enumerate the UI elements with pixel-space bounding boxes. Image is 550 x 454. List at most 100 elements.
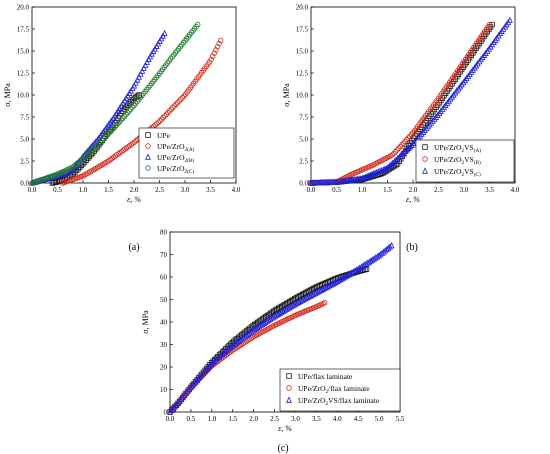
data-point <box>401 148 407 156</box>
y-tick-label: 15.0 <box>17 48 30 56</box>
data-point <box>181 391 188 399</box>
data-point <box>171 403 178 410</box>
series-3 <box>29 21 201 186</box>
data-point <box>175 399 181 407</box>
legend-marker <box>286 373 292 379</box>
x-tick-label: 3.5 <box>312 415 321 423</box>
x-tick-label: 4.0 <box>511 186 520 194</box>
data-point <box>205 363 212 371</box>
legend-marker <box>422 156 428 162</box>
data-point <box>120 115 126 121</box>
data-point <box>144 58 150 65</box>
data-point <box>91 145 97 152</box>
data-point <box>388 160 395 168</box>
x-tick-label: 0.5 <box>53 186 62 194</box>
y-tick-label: 60 <box>160 274 168 282</box>
data-point <box>285 299 291 306</box>
y-tick-label: 10 <box>160 386 168 394</box>
data-point <box>157 118 163 124</box>
x-tick-label: 1.0 <box>207 415 216 423</box>
data-point <box>214 44 221 50</box>
data-point <box>407 142 414 150</box>
chart-panel-c: 0.0 0.5 1.0 1.5 2.0 2.5 3.0 3.5 4.0 4.5 5.0 5.5 0 10 2… <box>141 229 405 454</box>
data-point <box>107 129 113 135</box>
data-point <box>176 98 182 104</box>
data-point <box>129 104 136 111</box>
legend-label: UPe/ZrO2VS(C) <box>434 167 481 178</box>
data-point <box>174 99 181 106</box>
data-point <box>206 362 213 369</box>
data-point <box>176 397 183 405</box>
legend-label: UPe/ZrO2VS(B) <box>434 155 481 166</box>
data-point <box>80 155 86 162</box>
data-point <box>171 103 178 109</box>
data-point <box>399 142 405 148</box>
data-point <box>94 142 101 148</box>
data-point <box>85 151 91 157</box>
data-point <box>394 147 400 153</box>
x-tick-label: 5.0 <box>375 415 384 423</box>
data-point <box>73 167 80 174</box>
x-axis-label: ε, % <box>278 424 292 433</box>
data-point <box>92 138 99 145</box>
data-point <box>460 78 467 86</box>
data-point <box>126 100 133 107</box>
y-tick-label: 20 <box>160 364 168 372</box>
data-point <box>113 122 120 128</box>
data-point <box>132 79 139 86</box>
data-point <box>489 21 495 28</box>
data-point <box>408 131 415 138</box>
y-tick-label: 12.5 <box>296 70 309 78</box>
data-point <box>274 306 280 312</box>
data-point <box>162 113 168 119</box>
x-tick-label: 3.0 <box>460 186 469 194</box>
data-point <box>402 147 409 154</box>
data-point <box>178 395 185 403</box>
legend-marker <box>145 132 151 138</box>
legend-marker <box>145 143 151 149</box>
data-point <box>405 135 411 141</box>
data-point <box>202 367 209 374</box>
data-point <box>279 303 285 310</box>
x-tick-label: 2.5 <box>434 186 443 194</box>
y-tick-label: 0.0 <box>299 180 308 188</box>
data-point <box>139 67 146 74</box>
data-point <box>81 154 88 160</box>
data-point <box>431 115 438 122</box>
data-point <box>168 106 174 112</box>
legend-label: UPe/ZrO2(A) <box>157 142 195 153</box>
data-point <box>128 99 134 105</box>
data-point <box>454 87 460 94</box>
data-point <box>165 109 171 116</box>
data-point <box>186 385 193 393</box>
y-tick-label: 7.5 <box>20 114 29 122</box>
data-point <box>402 138 408 145</box>
x-tick-label: 2.0 <box>249 415 258 423</box>
x-tick-label: 5.5 <box>396 415 405 423</box>
x-tick-label: 2.0 <box>130 186 139 194</box>
data-point <box>72 162 78 168</box>
data-point <box>452 89 459 96</box>
legend-label: UPe/ZrO2VS/flax laminate <box>298 396 380 407</box>
legend-label: UPe/flax laminate <box>298 372 353 381</box>
data-point <box>140 64 147 71</box>
data-point <box>161 29 168 37</box>
data-point <box>179 393 186 401</box>
data-point <box>387 243 393 250</box>
data-point <box>88 148 94 155</box>
data-point <box>389 152 395 158</box>
data-point <box>213 47 219 53</box>
data-point <box>178 96 184 103</box>
data-point <box>155 119 162 125</box>
data-point <box>131 139 138 145</box>
y-tick-label: 17.5 <box>17 26 30 34</box>
legend-box <box>279 368 401 412</box>
legend-marker <box>286 385 292 391</box>
x-tick-label: 0.0 <box>166 415 175 423</box>
y-tick-label: 20.0 <box>17 4 30 12</box>
data-point <box>288 298 295 304</box>
data-point <box>123 104 129 110</box>
data-point <box>173 101 179 108</box>
legend-marker <box>286 396 292 403</box>
panel-label: (c) <box>277 443 288 454</box>
